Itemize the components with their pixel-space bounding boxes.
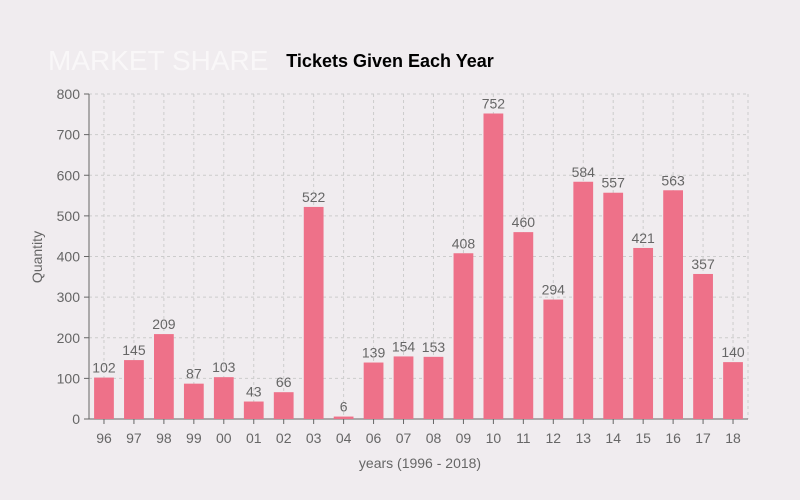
x-tick-label: 07: [396, 430, 412, 446]
y-tick-label: 500: [57, 208, 81, 224]
bar[interactable]: [633, 247, 654, 419]
bar-value-label: 6: [340, 399, 348, 415]
bar[interactable]: [513, 232, 534, 419]
x-tick-label: 03: [306, 430, 322, 446]
bar[interactable]: [213, 377, 234, 419]
bar[interactable]: [273, 392, 294, 419]
bar[interactable]: [363, 362, 384, 419]
x-tick-label: 14: [605, 430, 621, 446]
bar-value-label: 563: [661, 172, 685, 188]
bar[interactable]: [243, 401, 264, 419]
x-tick-label: 13: [575, 430, 591, 446]
bar-value-label: 87: [186, 366, 202, 382]
watermark-text: MARKET SHARE: [48, 45, 268, 76]
x-tick-label: 17: [695, 430, 711, 446]
bar[interactable]: [723, 362, 743, 419]
data-labels: 102 145 209 87 103 43 66 522 6 139 154 153 408 752 460…: [92, 96, 745, 415]
y-tick-label: 100: [57, 370, 81, 386]
y-tick-label: 700: [57, 127, 81, 143]
bar[interactable]: [124, 360, 144, 419]
y-tick-label: 0: [72, 411, 80, 427]
bar-value-label: 357: [691, 256, 715, 272]
bar[interactable]: [303, 206, 324, 419]
x-axis-title: years (1996 - 2018): [359, 455, 481, 471]
bar-value-label: 209: [152, 316, 176, 332]
bar[interactable]: [603, 192, 624, 419]
bar-value-label: 584: [572, 164, 596, 180]
bar[interactable]: [693, 273, 713, 419]
bar-value-label: 103: [212, 359, 236, 375]
x-tick-label: 00: [216, 430, 232, 446]
bar-value-label: 752: [482, 96, 506, 112]
bar[interactable]: [573, 181, 594, 419]
x-tick-label: 96: [96, 430, 112, 446]
x-tick-label: 08: [426, 430, 442, 446]
bar-value-label: 421: [631, 230, 655, 246]
x-tick-label: 04: [336, 430, 352, 446]
bar-value-label: 43: [246, 384, 262, 400]
bar[interactable]: [453, 253, 474, 419]
y-tick-label: 200: [57, 330, 81, 346]
y-tick-label: 300: [57, 289, 81, 305]
bar-value-label: 66: [276, 374, 292, 390]
bar[interactable]: [333, 416, 354, 419]
bar-value-label: 460: [512, 214, 536, 230]
x-tick-label: 16: [665, 430, 681, 446]
bar-value-label: 140: [721, 344, 745, 360]
bar[interactable]: [393, 356, 414, 419]
bar-value-label: 294: [542, 282, 566, 298]
bar[interactable]: [543, 299, 564, 419]
bar-value-label: 408: [452, 235, 476, 251]
x-tick-label: 09: [456, 430, 472, 446]
bar[interactable]: [423, 356, 444, 419]
x-tick-label: 02: [276, 430, 292, 446]
y-tick-label: 400: [57, 249, 81, 265]
bar-value-label: 139: [362, 345, 386, 361]
x-tick-label: 12: [546, 430, 562, 446]
bar-value-label: 557: [602, 175, 626, 191]
bar-value-label: 522: [302, 189, 326, 205]
bars: [94, 113, 743, 420]
y-tick-label: 600: [57, 167, 81, 183]
bar-value-label: 102: [92, 360, 116, 376]
bar[interactable]: [483, 113, 504, 420]
x-tick-label: 97: [126, 430, 142, 446]
bar-value-label: 153: [422, 339, 446, 355]
x-tick-label: 98: [156, 430, 172, 446]
x-tick-label: 11: [516, 430, 531, 446]
bar-value-label: 154: [392, 338, 416, 354]
x-tick-label: 99: [186, 430, 202, 446]
bar[interactable]: [94, 377, 114, 419]
bar[interactable]: [663, 190, 683, 419]
chart-title: Tickets Given Each Year: [286, 51, 493, 71]
x-tick-label: 06: [366, 430, 382, 446]
x-tick-label: 18: [725, 430, 741, 446]
bar[interactable]: [154, 334, 174, 419]
x-tick-label: 10: [486, 430, 502, 446]
bar[interactable]: [183, 383, 204, 419]
x-tick-label: 01: [246, 430, 262, 446]
y-tick-label: 800: [57, 86, 81, 102]
bar-value-label: 145: [122, 342, 146, 358]
y-axis-title: Quantity: [29, 231, 45, 283]
x-tick-label: 15: [635, 430, 651, 446]
